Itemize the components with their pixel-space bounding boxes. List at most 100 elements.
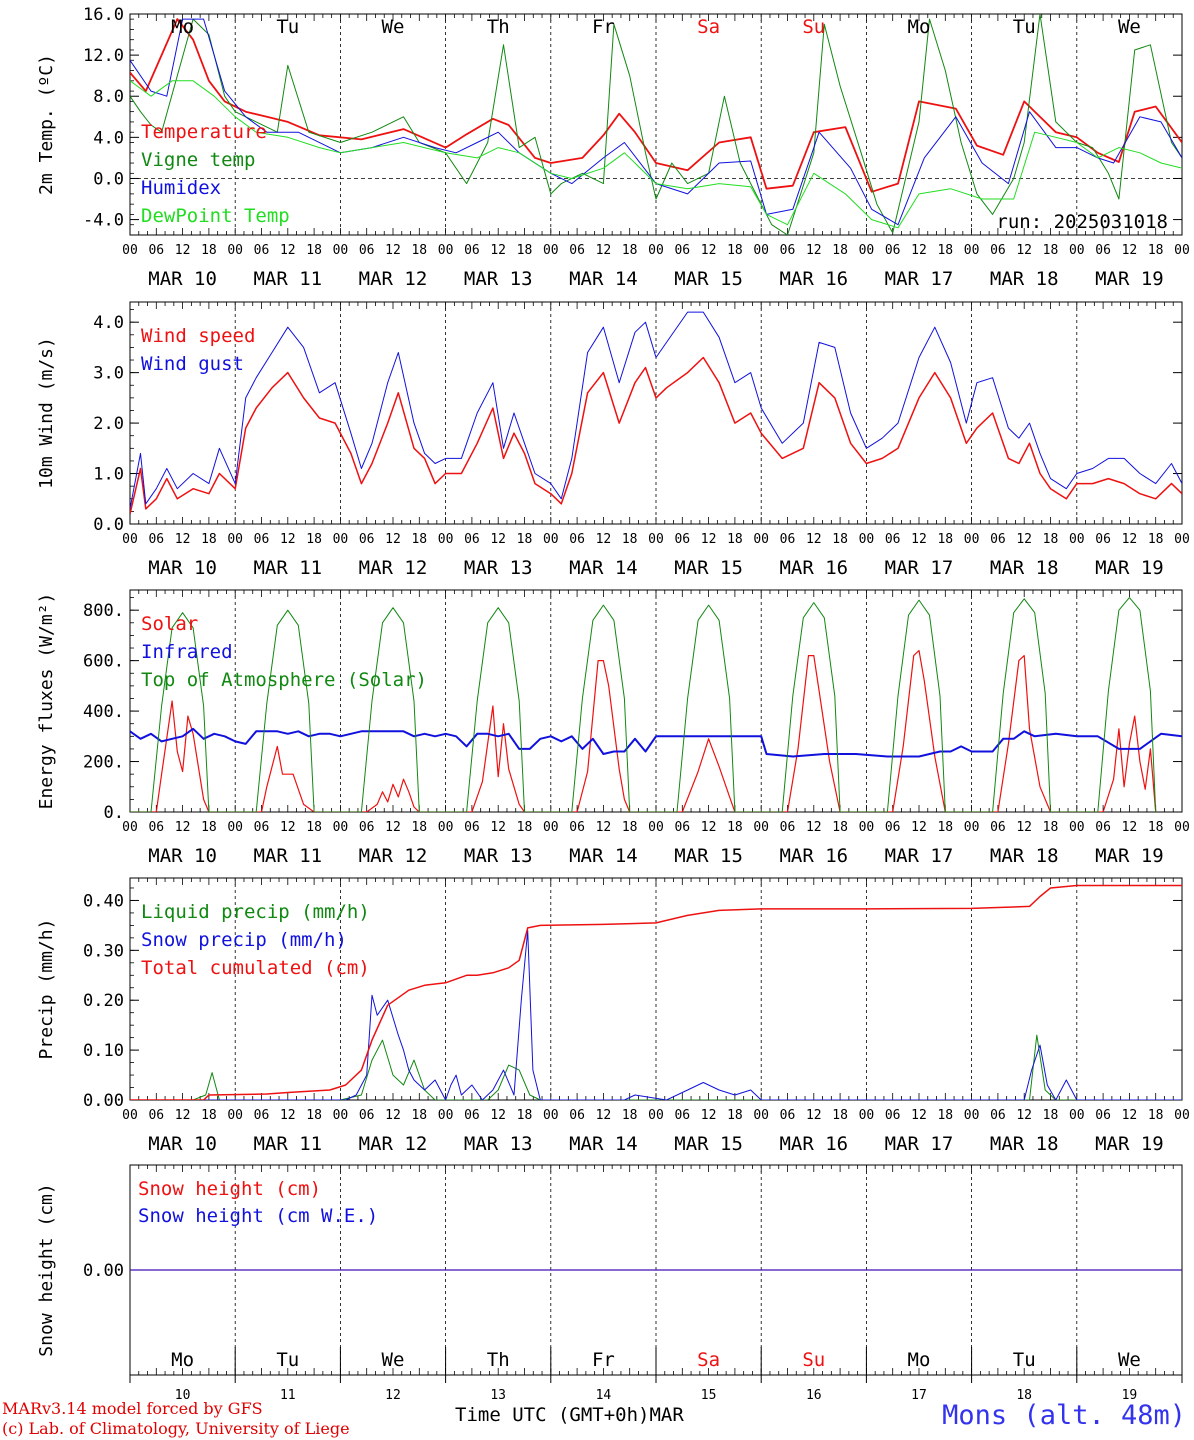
hour-label: 12 [385, 1108, 401, 1123]
hour-label: 12 [280, 1108, 296, 1123]
hour-label: 00 [648, 243, 664, 258]
hour-label: 00 [122, 243, 138, 258]
hour-label: 18 [517, 532, 533, 547]
hour-label: 00 [648, 820, 664, 835]
date-label: MAR 14 [569, 268, 638, 290]
weekday-label-bottom: We [1118, 1349, 1141, 1371]
hour-label: 12 [596, 1108, 612, 1123]
hour-label: 12 [175, 1108, 191, 1123]
time-ticks [129, 1165, 1183, 1375]
date-label: MAR 18 [990, 268, 1059, 290]
legend-entry: Temperature [141, 121, 267, 143]
y-tick-label: 200. [83, 753, 124, 773]
y-tick-label: 0.00 [83, 1261, 124, 1281]
hour-label: 18 [622, 532, 638, 547]
hour-label: 12 [1016, 532, 1032, 547]
hour-label: 00 [227, 1108, 243, 1123]
hour-label: 06 [674, 1108, 690, 1123]
hour-label: 12 [1122, 243, 1138, 258]
date-label: MAR 14 [569, 557, 638, 579]
hour-label: 00 [122, 820, 138, 835]
hour-label: 12 [701, 532, 717, 547]
hour-label: 12 [596, 532, 612, 547]
day-number-label: 18 [1016, 1388, 1032, 1403]
legend-entry: Wind gust [141, 353, 244, 375]
hour-label: 18 [201, 1108, 217, 1123]
hour-label: 00 [543, 243, 559, 258]
hour-label: 12 [490, 1108, 506, 1123]
hour-label: 18 [622, 820, 638, 835]
weekday-label-top: Fr [592, 16, 615, 38]
hour-label: 06 [254, 1108, 270, 1123]
hour-label: 18 [1043, 820, 1059, 835]
series-line-1 [130, 18, 1182, 193]
hour-label: 12 [911, 1108, 927, 1123]
y-tick-label: 12.0 [83, 46, 124, 66]
day-number-label: 17 [911, 1388, 927, 1403]
weekday-label-top: Th [487, 16, 510, 38]
hour-label: 06 [780, 820, 796, 835]
hour-label: 12 [175, 532, 191, 547]
date-label: MAR 17 [885, 1133, 954, 1155]
hour-label: 12 [385, 820, 401, 835]
hour-label: 06 [674, 532, 690, 547]
series-line-4 [130, 80, 1182, 229]
hour-label: 18 [622, 243, 638, 258]
hour-label: 00 [1174, 1108, 1190, 1123]
panel-2: 4.0 3.0 2.0 1.0 0.0 10m Wind (m/s) Wind speed W… [36, 301, 1190, 579]
hour-label: 00 [543, 820, 559, 835]
hour-label: 00 [648, 532, 664, 547]
date-label: MAR 17 [885, 268, 954, 290]
hour-label: 12 [490, 820, 506, 835]
hour-label: 18 [1148, 1108, 1164, 1123]
y-tick-label: 800. [83, 601, 124, 621]
hour-label: 06 [148, 820, 164, 835]
hour-label: 00 [122, 1108, 138, 1123]
hour-label: 18 [937, 1108, 953, 1123]
hour-label: 18 [832, 243, 848, 258]
legend-entry: Vigne temp [141, 149, 255, 171]
day-number-label: 13 [490, 1388, 506, 1403]
hour-label: 12 [806, 1108, 822, 1123]
hour-label: 12 [1016, 1108, 1032, 1123]
hour-label: 00 [964, 243, 980, 258]
legend-entry: Total cumulated (cm) [141, 957, 370, 979]
hour-label: 06 [254, 820, 270, 835]
day-number-label: 14 [596, 1388, 612, 1403]
time-ticks [129, 590, 1183, 812]
y-tick-label: 16.0 [83, 5, 124, 25]
hour-label: 06 [990, 820, 1006, 835]
time-ticks [129, 302, 1183, 524]
hour-label: 06 [780, 1108, 796, 1123]
date-label: MAR 19 [1095, 1133, 1164, 1155]
y-tick-label: 0.00 [83, 1091, 124, 1111]
hour-label: 00 [333, 820, 349, 835]
date-label: MAR 13 [464, 1133, 533, 1155]
hour-label: 12 [1122, 532, 1138, 547]
date-label: MAR 12 [359, 845, 428, 867]
hour-label: 18 [1148, 532, 1164, 547]
weekday-label-bottom: Tu [1013, 1349, 1036, 1371]
hour-label: 12 [701, 243, 717, 258]
hour-label: 18 [411, 820, 427, 835]
date-label: MAR 19 [1095, 557, 1164, 579]
date-label: MAR 10 [148, 268, 217, 290]
hour-label: 06 [1095, 1108, 1111, 1123]
hour-label: 18 [517, 820, 533, 835]
hour-label: 18 [832, 532, 848, 547]
hour-label: 12 [701, 1108, 717, 1123]
series-line-3 [130, 884, 1182, 1100]
date-label: MAR 14 [569, 845, 638, 867]
hour-label: 12 [1122, 820, 1138, 835]
hour-label: 06 [254, 532, 270, 547]
hour-label: 06 [148, 532, 164, 547]
hour-label: 18 [727, 1108, 743, 1123]
hour-label: 12 [1122, 1108, 1138, 1123]
hour-label: 00 [1174, 532, 1190, 547]
hour-label: 00 [438, 243, 454, 258]
date-label: MAR 13 [464, 268, 533, 290]
legend-entry: Snow precip (mm/h) [141, 929, 347, 951]
series-line-1 [130, 1034, 1182, 1100]
weekday-label-bottom: Mo [171, 1349, 194, 1371]
